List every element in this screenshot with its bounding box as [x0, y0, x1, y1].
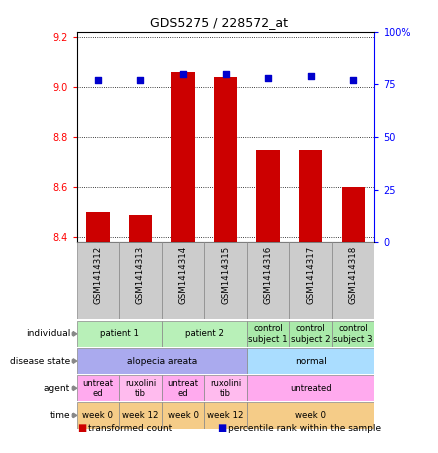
Bar: [77, 321, 162, 347]
Bar: [256, 149, 280, 242]
Bar: [86, 212, 110, 242]
Bar: [214, 77, 237, 242]
Point: [180, 70, 187, 77]
Point: [95, 77, 102, 84]
Bar: [247, 348, 374, 374]
Text: control
subject 2: control subject 2: [291, 324, 331, 343]
Bar: [247, 242, 290, 319]
Bar: [119, 402, 162, 429]
Text: week 0: week 0: [295, 411, 326, 420]
Bar: [162, 242, 204, 319]
Bar: [162, 402, 204, 429]
Text: untreated: untreated: [290, 384, 332, 393]
Bar: [332, 321, 374, 347]
Text: GSM1414317: GSM1414317: [306, 246, 315, 304]
Text: week 0: week 0: [82, 411, 113, 420]
Bar: [77, 242, 119, 319]
Bar: [247, 321, 290, 347]
Bar: [204, 375, 247, 401]
Text: time: time: [49, 411, 70, 420]
Text: ■: ■: [77, 423, 86, 433]
Bar: [119, 375, 162, 401]
Text: ruxolini
tib: ruxolini tib: [125, 379, 156, 398]
Text: GSM1414318: GSM1414318: [349, 246, 358, 304]
Point: [222, 70, 229, 77]
Text: patient 2: patient 2: [185, 329, 224, 338]
Bar: [247, 402, 374, 429]
Point: [350, 77, 357, 84]
Point: [307, 72, 314, 80]
Bar: [77, 402, 119, 429]
Text: control
subject 1: control subject 1: [248, 324, 288, 343]
Text: GDS5275 / 228572_at: GDS5275 / 228572_at: [150, 16, 288, 29]
Bar: [129, 215, 152, 242]
Text: control
subject 3: control subject 3: [333, 324, 373, 343]
Text: GSM1414313: GSM1414313: [136, 246, 145, 304]
Bar: [290, 321, 332, 347]
Text: transformed count: transformed count: [88, 424, 172, 433]
Point: [137, 77, 144, 84]
Text: ■: ■: [217, 423, 226, 433]
Bar: [247, 375, 374, 401]
Text: GSM1414315: GSM1414315: [221, 246, 230, 304]
Point: [265, 74, 272, 82]
Text: individual: individual: [26, 329, 70, 338]
Bar: [204, 402, 247, 429]
Bar: [162, 321, 247, 347]
Bar: [162, 375, 204, 401]
Text: patient 1: patient 1: [100, 329, 139, 338]
Text: percentile rank within the sample: percentile rank within the sample: [228, 424, 381, 433]
Text: agent: agent: [44, 384, 70, 393]
Text: GSM1414314: GSM1414314: [179, 246, 187, 304]
Bar: [342, 187, 365, 242]
Text: week 12: week 12: [207, 411, 244, 420]
Text: ruxolini
tib: ruxolini tib: [210, 379, 241, 398]
Text: disease state: disease state: [10, 357, 70, 366]
Bar: [77, 375, 119, 401]
Bar: [204, 242, 247, 319]
Text: untreat
ed: untreat ed: [167, 379, 198, 398]
Bar: [119, 242, 162, 319]
Bar: [299, 149, 322, 242]
Bar: [171, 72, 195, 242]
Text: GSM1414316: GSM1414316: [264, 246, 272, 304]
Text: week 12: week 12: [122, 411, 159, 420]
Bar: [77, 348, 247, 374]
Text: normal: normal: [295, 357, 327, 366]
Text: week 0: week 0: [167, 411, 198, 420]
Bar: [290, 242, 332, 319]
Bar: [332, 242, 374, 319]
Text: untreat
ed: untreat ed: [82, 379, 113, 398]
Text: alopecia areata: alopecia areata: [127, 357, 197, 366]
Text: GSM1414312: GSM1414312: [93, 246, 102, 304]
